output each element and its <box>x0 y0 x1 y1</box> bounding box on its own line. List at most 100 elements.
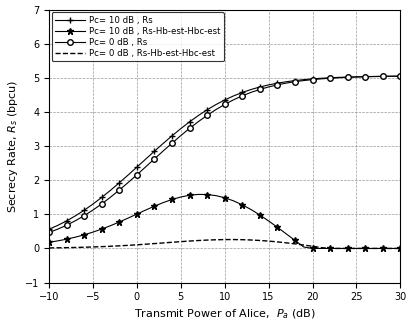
Pc= 10 dB , Rs-Hb-est-Hbc-est <box>248 208 253 212</box>
Pc= 10 dB , Rs-Hb-est-Hbc-est <box>266 219 271 223</box>
Pc= 0 dB , Rs-Hb-est-Hbc-est <box>266 239 271 243</box>
Pc= 10 dB , Rs <box>231 94 236 98</box>
Pc= 0 dB , Rs <box>354 75 359 79</box>
Pc= 0 dB , Rs <box>258 87 262 91</box>
Pc= 10 dB , Rs <box>213 103 218 107</box>
Pc= 0 dB , Rs <box>143 165 148 169</box>
Pc= 0 dB , Rs <box>372 75 377 78</box>
Pc= 10 dB , Rs <box>301 78 306 82</box>
Pc= 0 dB , Rs-Hb-est-Hbc-est <box>372 247 377 250</box>
Pc= 10 dB , Rs-Hb-est-Hbc-est <box>258 213 262 217</box>
Pc= 0 dB , Rs <box>248 90 253 94</box>
Y-axis label: Secrecy Rate, $R_s$ (bpcu): Secrecy Rate, $R_s$ (bpcu) <box>5 79 19 213</box>
Pc= 0 dB , Rs-Hb-est-Hbc-est <box>152 242 157 246</box>
Pc= 10 dB , Rs-Hb-est-Hbc-est <box>389 247 394 250</box>
Pc= 0 dB , Rs <box>222 102 227 106</box>
Pc= 0 dB , Rs-Hb-est-Hbc-est <box>398 247 403 250</box>
Pc= 0 dB , Rs-Hb-est-Hbc-est <box>258 238 262 242</box>
Pc= 0 dB , Rs-Hb-est-Hbc-est <box>55 246 60 250</box>
Pc= 0 dB , Rs-Hb-est-Hbc-est <box>205 238 210 242</box>
Pc= 0 dB , Rs <box>134 173 139 177</box>
Pc= 0 dB , Rs-Hb-est-Hbc-est <box>143 242 148 246</box>
Pc= 0 dB , Rs-Hb-est-Hbc-est <box>293 242 297 246</box>
Pc= 10 dB , Rs <box>363 75 368 78</box>
Pc= 0 dB , Rs <box>91 208 96 212</box>
Pc= 0 dB , Rs-Hb-est-Hbc-est <box>108 244 113 248</box>
Pc= 0 dB , Rs-Hb-est-Hbc-est <box>47 246 52 250</box>
Pc= 10 dB , Rs <box>258 85 262 89</box>
Legend: Pc= 10 dB , Rs, Pc= 10 dB , Rs-Hb-est-Hbc-est, Pc= 0 dB , Rs, Pc= 0 dB , Rs-Hb-e: Pc= 10 dB , Rs, Pc= 10 dB , Rs-Hb-est-Hb… <box>52 12 224 61</box>
Pc= 0 dB , Rs <box>345 76 350 79</box>
Pc= 0 dB , Rs-Hb-est-Hbc-est <box>284 241 289 245</box>
Pc= 10 dB , Rs <box>275 81 280 85</box>
Pc= 10 dB , Rs <box>55 223 60 227</box>
Pc= 10 dB , Rs-Hb-est-Hbc-est <box>161 201 166 205</box>
Pc= 0 dB , Rs <box>328 76 332 80</box>
Pc= 0 dB , Rs-Hb-est-Hbc-est <box>363 247 368 250</box>
Pc= 0 dB , Rs <box>126 181 131 184</box>
Pc= 0 dB , Rs <box>240 94 245 98</box>
Pc= 10 dB , Rs-Hb-est-Hbc-est <box>336 247 341 250</box>
Pc= 0 dB , Rs-Hb-est-Hbc-est <box>248 238 253 242</box>
Pc= 0 dB , Rs <box>319 77 324 81</box>
Pc= 0 dB , Rs <box>99 202 104 206</box>
Pc= 0 dB , Rs <box>55 227 60 231</box>
Pc= 0 dB , Rs <box>389 74 394 78</box>
Pc= 0 dB , Rs <box>170 141 175 145</box>
Pc= 0 dB , Rs <box>47 231 52 234</box>
Pc= 0 dB , Rs <box>82 214 87 218</box>
Pc= 0 dB , Rs <box>363 75 368 79</box>
Pc= 10 dB , Rs <box>248 88 253 92</box>
Pc= 0 dB , Rs <box>293 80 297 84</box>
Pc= 0 dB , Rs <box>161 149 166 153</box>
Pc= 10 dB , Rs-Hb-est-Hbc-est <box>64 237 69 241</box>
Pc= 10 dB , Rs <box>328 76 332 80</box>
Pc= 0 dB , Rs <box>266 85 271 89</box>
Pc= 10 dB , Rs-Hb-est-Hbc-est <box>47 240 52 244</box>
Pc= 10 dB , Rs <box>398 74 403 78</box>
Pc= 10 dB , Rs <box>284 80 289 84</box>
Pc= 10 dB , Rs-Hb-est-Hbc-est <box>354 247 359 250</box>
Pc= 10 dB , Rs-Hb-est-Hbc-est <box>143 208 148 212</box>
Pc= 0 dB , Rs <box>213 108 218 112</box>
Pc= 10 dB , Rs <box>143 157 148 161</box>
Pc= 0 dB , Rs-Hb-est-Hbc-est <box>380 247 385 250</box>
Pc= 10 dB , Rs <box>117 181 122 185</box>
Pc= 10 dB , Rs-Hb-est-Hbc-est <box>231 199 236 203</box>
Pc= 0 dB , Rs-Hb-est-Hbc-est <box>64 246 69 250</box>
Pc= 10 dB , Rs <box>170 134 175 138</box>
Pc= 0 dB , Rs <box>64 223 69 227</box>
Pc= 0 dB , Rs <box>336 76 341 80</box>
Pc= 10 dB , Rs-Hb-est-Hbc-est <box>152 204 157 208</box>
Pc= 0 dB , Rs-Hb-est-Hbc-est <box>389 247 394 250</box>
Pc= 0 dB , Rs <box>117 188 122 192</box>
Pc= 0 dB , Rs-Hb-est-Hbc-est <box>222 238 227 242</box>
Pc= 0 dB , Rs <box>108 195 113 199</box>
Pc= 10 dB , Rs <box>152 149 157 153</box>
Pc= 0 dB , Rs <box>310 77 315 81</box>
Pc= 10 dB , Rs-Hb-est-Hbc-est <box>398 247 403 250</box>
Pc= 10 dB , Rs-Hb-est-Hbc-est <box>213 194 218 198</box>
Pc= 10 dB , Rs-Hb-est-Hbc-est <box>205 193 210 197</box>
Pc= 10 dB , Rs-Hb-est-Hbc-est <box>363 247 368 250</box>
Pc= 10 dB , Rs-Hb-est-Hbc-est <box>126 216 131 220</box>
Pc= 10 dB , Rs <box>187 120 192 124</box>
Pc= 10 dB , Rs <box>354 75 359 79</box>
Pc= 0 dB , Rs-Hb-est-Hbc-est <box>310 244 315 248</box>
Pc= 0 dB , Rs <box>73 219 78 223</box>
Pc= 0 dB , Rs-Hb-est-Hbc-est <box>328 247 332 250</box>
Pc= 10 dB , Rs <box>178 127 183 130</box>
Line: Pc= 0 dB , Rs-Hb-est-Hbc-est: Pc= 0 dB , Rs-Hb-est-Hbc-est <box>49 240 400 249</box>
Pc= 10 dB , Rs <box>82 208 87 212</box>
Pc= 0 dB , Rs-Hb-est-Hbc-est <box>91 245 96 249</box>
Pc= 0 dB , Rs <box>284 81 289 85</box>
Pc= 10 dB , Rs-Hb-est-Hbc-est <box>99 227 104 231</box>
Pc= 10 dB , Rs-Hb-est-Hbc-est <box>196 193 201 197</box>
Pc= 10 dB , Rs <box>205 108 210 112</box>
Pc= 10 dB , Rs <box>336 76 341 79</box>
Pc= 10 dB , Rs-Hb-est-Hbc-est <box>345 247 350 250</box>
Pc= 10 dB , Rs <box>319 76 324 80</box>
Pc= 0 dB , Rs-Hb-est-Hbc-est <box>240 238 245 242</box>
Pc= 10 dB , Rs-Hb-est-Hbc-est <box>187 193 192 197</box>
Pc= 10 dB , Rs <box>126 173 131 177</box>
